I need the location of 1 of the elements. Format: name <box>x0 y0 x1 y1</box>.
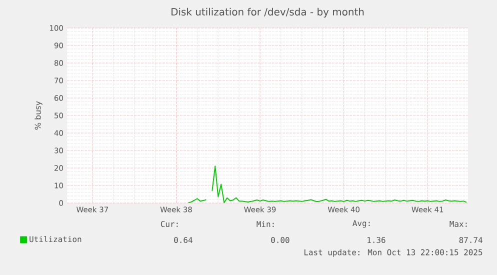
chart-title: Disk utilization for /dev/sda - by month <box>172 8 364 18</box>
